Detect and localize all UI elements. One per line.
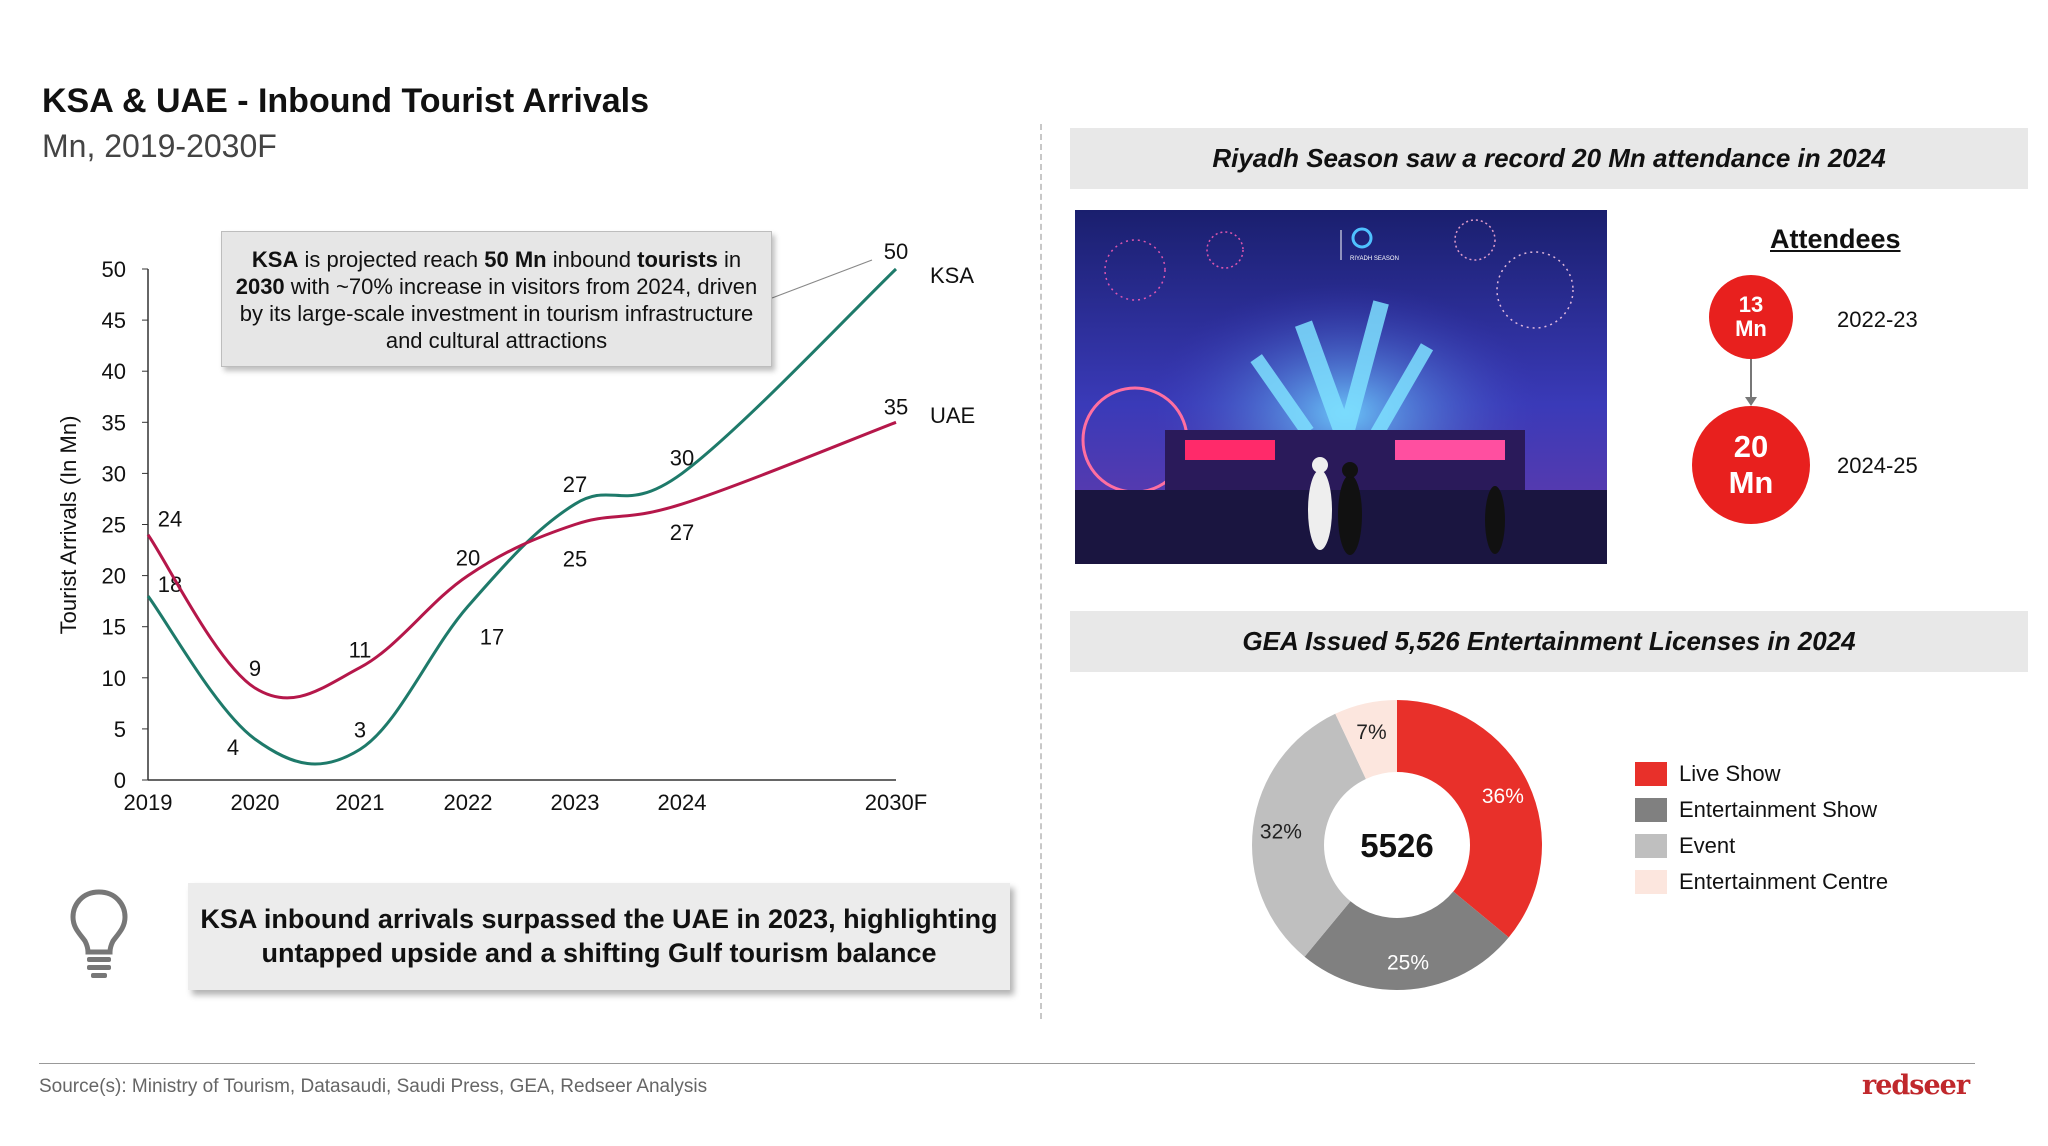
y-tick-label: 35 [102, 410, 126, 435]
line-chart: 0 5 10 15 20 25 30 35 40 45 50 2019 2020 2021 2022 2023… [56, 239, 975, 815]
legend-swatch [1635, 762, 1667, 786]
attendance-value: 13 [1738, 292, 1764, 317]
section-divider [1040, 124, 1042, 1019]
annotation-text: is projected reach [298, 247, 485, 272]
data-label: 24 [158, 507, 182, 532]
annotation-text: 50 Mn [484, 247, 547, 272]
lightbulb-icon [70, 889, 128, 978]
data-label: 17 [480, 624, 504, 649]
attendance-period-label: 2024-25 [1837, 453, 1918, 478]
donut-slice-label: 32% [1260, 820, 1302, 843]
legend-swatch [1635, 834, 1667, 858]
data-label: 50 [884, 239, 908, 264]
y-tick-label: 0 [114, 768, 126, 793]
donut-slice-live-show [1397, 700, 1542, 938]
data-label: 30 [670, 445, 694, 470]
y-tick-label: 20 [102, 564, 126, 589]
annotation-leader-line [771, 259, 873, 299]
attendees-title: Attendees [1770, 224, 1901, 254]
legend-swatch [1635, 870, 1667, 894]
key-insight-box: KSA inbound arrivals surpassed the UAE i… [188, 883, 1010, 990]
series-name-label: KSA [930, 263, 974, 288]
x-tick-label: 2024 [658, 790, 707, 815]
donut-slice-entertainment-show [1304, 891, 1509, 990]
series-name-label: UAE [930, 403, 975, 428]
donut-slice-event [1251, 713, 1366, 957]
footer-divider [39, 1063, 1975, 1064]
x-tick-label: 2020 [231, 790, 280, 815]
x-tick-label: 2023 [551, 790, 600, 815]
riyadh-season-header: Riyadh Season saw a record 20 Mn attenda… [1070, 128, 2028, 189]
down-arrow-icon [1745, 359, 1757, 406]
attendance-value: 20 [1733, 429, 1769, 464]
data-label: 20 [456, 546, 480, 571]
series-line-ksa [146, 267, 898, 766]
donut-slice-entertainment-centre [1335, 700, 1397, 779]
data-label: 25 [563, 547, 587, 572]
data-label: 4 [227, 735, 239, 760]
attendance-2022-23-badge: 13 Mn [1709, 275, 1793, 359]
page-subtitle: Mn, 2019-2030F [42, 128, 277, 164]
annotation-text: with ~70% increase in visitors from 2024… [239, 274, 758, 353]
x-tick-label: 2019 [124, 790, 173, 815]
gea-licenses-header: GEA Issued 5,526 Entertainment Licenses … [1070, 611, 2028, 672]
annotation-text: in [717, 247, 742, 272]
riyadh-season-photo: RIYADH SEASON [1075, 210, 1607, 564]
y-tick-label: 10 [102, 666, 126, 691]
data-label: 27 [670, 520, 694, 545]
donut-center-total: 5526 [1360, 827, 1433, 864]
legend-label: Event [1679, 833, 1736, 858]
page-title: KSA & UAE - Inbound Tourist Arrivals [42, 82, 649, 120]
annotation-text: 2030 [235, 274, 285, 299]
attendance-unit: Mn [1735, 316, 1767, 341]
photo-logo-text: RIYADH SEASON [1350, 256, 1399, 262]
legend-item: Live Show [1635, 761, 1781, 787]
annotation-text: tourists [637, 247, 718, 272]
chart-annotation-callout: KSA is projected reach 50 Mn inbound tou… [221, 231, 772, 367]
data-label: 27 [563, 472, 587, 497]
data-label: 11 [349, 638, 372, 663]
x-tick-label: 2022 [444, 790, 493, 815]
data-label: 35 [884, 394, 908, 419]
legend-item: Entertainment Show [1635, 797, 1877, 823]
donut-slice-label: 25% [1387, 951, 1429, 974]
donut-slice-label: 7% [1356, 721, 1386, 744]
legend-item: Entertainment Centre [1635, 869, 1888, 895]
y-tick-label: 45 [102, 308, 126, 333]
donut-slice-label: 36% [1482, 785, 1524, 808]
y-axis-label: Tourist Arrivals (In Mn) [56, 416, 81, 635]
legend-label: Entertainment Show [1679, 797, 1878, 822]
y-tick-label: 50 [102, 257, 126, 282]
x-tick-label: 2030F [865, 790, 927, 815]
y-tick-label: 25 [102, 513, 126, 538]
legend-swatch [1635, 798, 1667, 822]
y-tick-label: 15 [102, 615, 126, 640]
source-note: Source(s): Ministry of Tourism, Datasaud… [39, 1076, 708, 1097]
y-tick-label: 30 [102, 461, 126, 486]
legend-label: Entertainment Centre [1679, 869, 1889, 894]
data-label: 3 [354, 717, 366, 742]
y-tick-label: 5 [114, 717, 126, 742]
data-label: 9 [249, 656, 261, 681]
redseer-logo: redseer [1862, 1070, 1970, 1101]
y-tick-label: 40 [102, 359, 126, 384]
attendance-2024-25-badge: 20 Mn [1692, 406, 1810, 524]
annotation-text: inbound [546, 247, 638, 272]
legend-item: Event [1635, 833, 1735, 859]
donut-chart: 36% 25% 32% 7% 5526 [1251, 700, 1542, 990]
x-tick-label: 2021 [336, 790, 385, 815]
series-line-uae [146, 420, 897, 700]
attendance-period-label: 2022-23 [1837, 307, 1918, 332]
annotation-text: KSA [251, 247, 299, 272]
attendance-unit: Mn [1728, 465, 1774, 500]
legend-label: Live Show [1679, 761, 1781, 786]
